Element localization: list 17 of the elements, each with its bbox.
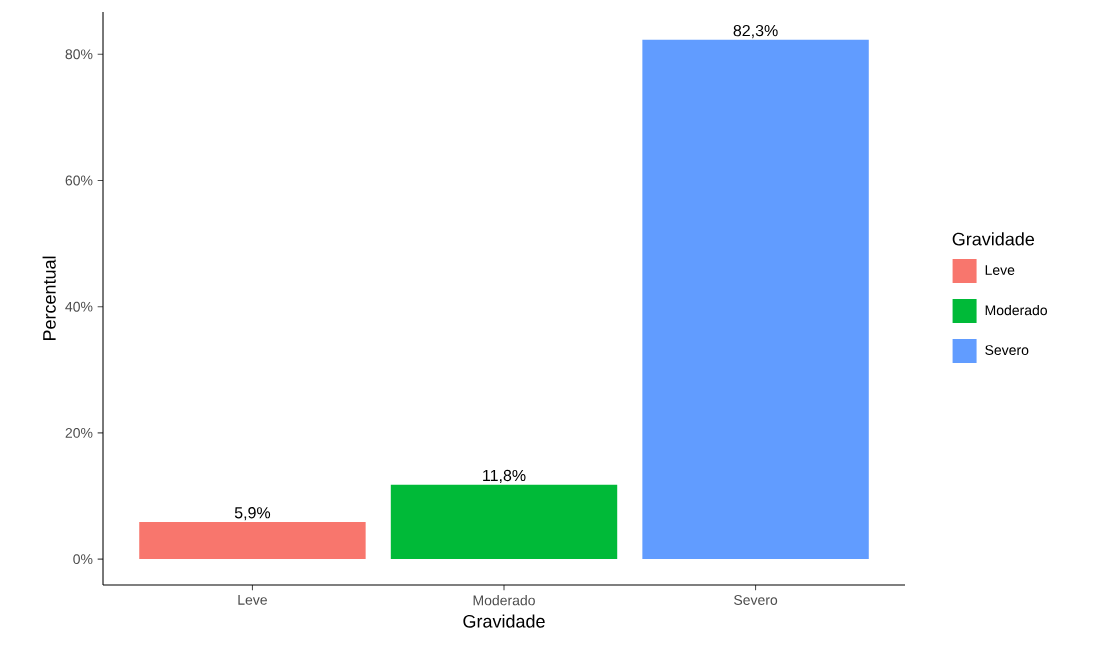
y-axis-title: Percentual [42,256,56,341]
data-label: 11,8% [483,469,526,484]
y-tick-label: 20% [65,427,93,438]
x-axis-title: Gravidade [463,614,545,628]
x-tick-label: Moderado [473,595,535,606]
y-tick-label: 40% [65,301,93,312]
data-label: 82,3% [733,24,778,39]
x-tick-label: Severo [734,595,778,605]
legend-label: Severo [985,345,1029,356]
y-tick-label: 80% [65,49,93,60]
data-label: 5,9% [234,507,271,521]
y-tick-label: 60% [65,175,93,186]
legend-label: Moderado [985,304,1048,316]
legend-label: Leve [985,265,1015,275]
x-tick-label: Leve [238,595,267,605]
y-tick-label: 0% [73,554,93,565]
legend-title: Gravidade [952,232,1035,246]
